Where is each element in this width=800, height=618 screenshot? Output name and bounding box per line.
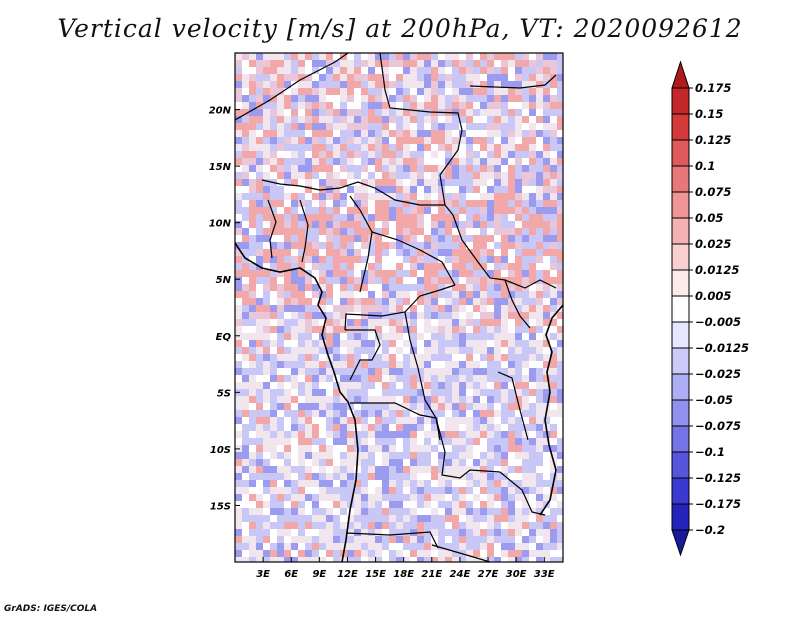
lon-tick-label: 9E	[312, 569, 326, 580]
colorbar-label: 0.005	[695, 289, 731, 303]
colorbar-segment	[671, 451, 690, 479]
colorbar-label: −0.075	[695, 419, 741, 433]
colorbar-label: −0.05	[695, 393, 733, 407]
colorbar-label: −0.025	[695, 367, 741, 381]
colorbar-segment	[671, 243, 690, 271]
colorbar-label: −0.125	[695, 471, 741, 485]
map-axes: 20N 15N 10N 5N EQ 5S 10S 15S 3E 6E 9E 12E 15E 18E 21E 2…	[209, 106, 555, 580]
lon-tick-label: 24E	[450, 569, 471, 580]
colorbar-segment	[671, 399, 690, 427]
colorbar-label: 0.025	[695, 237, 731, 251]
colorbar-min-arrow	[671, 529, 690, 557]
coastline	[235, 242, 359, 562]
colorbar-segment	[671, 139, 690, 167]
colorbar-segment	[671, 347, 690, 375]
colorbar-label: −0.2	[695, 523, 725, 537]
colorbar-label: 0.075	[695, 185, 731, 199]
lon-tick-label: 27E	[478, 569, 499, 580]
colorbar-label: 0.05	[695, 211, 723, 225]
colorbar-label: −0.1	[695, 445, 725, 459]
colorbar-label: 0.15	[695, 107, 723, 121]
map-frame	[234, 52, 564, 563]
colorbar-segment	[671, 503, 690, 531]
lon-tick-label: 12E	[337, 569, 358, 580]
lat-tick-label: 15N	[209, 162, 232, 173]
coastline-east	[539, 304, 563, 516]
colorbar-label: 0.1	[695, 159, 715, 173]
country-borders	[235, 53, 563, 562]
colorbar-label: −0.005	[695, 315, 741, 329]
lon-tick-label: 18E	[393, 569, 414, 580]
lon-tick-label: 30E	[506, 569, 527, 580]
colorbar-segment	[671, 425, 690, 453]
velocity-field	[235, 53, 563, 562]
colorbar-label: −0.0125	[695, 341, 749, 355]
lon-tick-label: 33E	[534, 569, 555, 580]
colorbar-segment	[671, 113, 690, 141]
colorbar-label: 0.0125	[695, 263, 739, 277]
colorbar-segment	[671, 165, 690, 193]
colorbar-segment	[671, 191, 690, 219]
colorbar-segment	[671, 269, 690, 297]
colorbar-segment	[671, 321, 690, 349]
colorbar-segment	[671, 295, 690, 323]
lon-tick-label: 15E	[365, 569, 386, 580]
map-title: Vertical velocity [m/s] at 200hPa, VT: 2…	[57, 14, 743, 43]
lat-tick-label: 5N	[216, 275, 232, 286]
lat-tick-label: EQ	[216, 332, 232, 343]
colorbar-segment	[671, 373, 690, 401]
lat-tick-label: 10S	[210, 445, 231, 456]
lat-tick-label: 10N	[209, 219, 232, 230]
lon-tick-label: 21E	[421, 569, 442, 580]
colorbar: 0.175 0.15 0.125 0.1 0.075 0.05 0.025 0.0125 0.0…	[671, 60, 749, 557]
lat-tick-label: 20N	[209, 106, 232, 117]
colorbar-segment	[671, 477, 690, 505]
grads-credit: GrADS: IGES/COLA	[4, 604, 98, 614]
lon-tick-label: 3E	[256, 569, 270, 580]
colorbar-segment	[671, 217, 690, 245]
colorbar-label: −0.175	[695, 497, 741, 511]
lat-tick-label: 5S	[217, 388, 231, 399]
colorbar-max-arrow	[671, 60, 690, 89]
colorbar-label: 0.175	[695, 81, 731, 95]
lon-tick-label: 6E	[284, 569, 298, 580]
colorbar-segment	[671, 87, 690, 115]
lat-tick-label: 15S	[210, 501, 231, 512]
colorbar-label: 0.125	[695, 133, 731, 147]
